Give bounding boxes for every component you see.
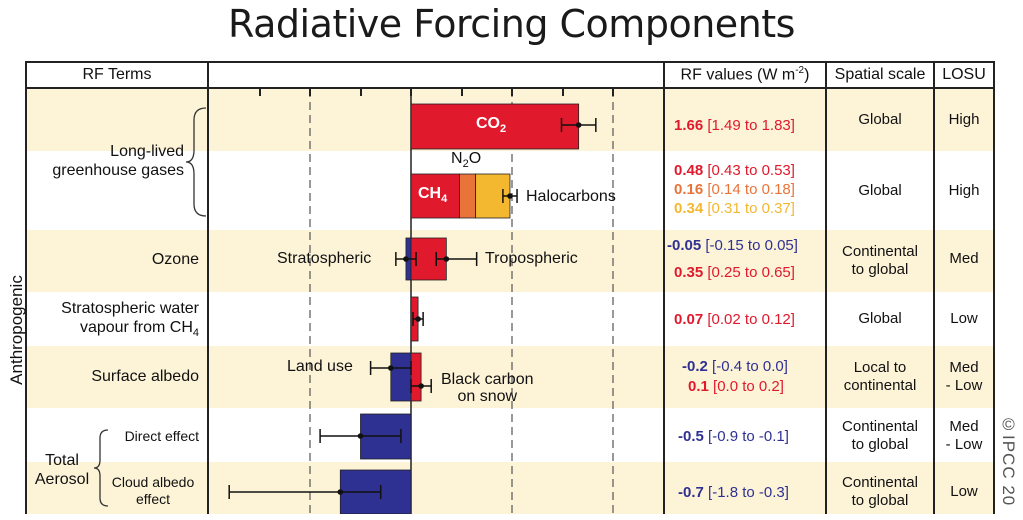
term-strat-water-line2: vapour from CH4 xyxy=(79,319,199,340)
losu-albedo: Med - Low xyxy=(945,359,983,394)
top-ticks xyxy=(259,89,614,96)
losu-direct: Med - Low xyxy=(945,418,983,453)
header-spatial-scale-text: Spatial scale xyxy=(834,66,926,83)
value-cloud: -0.7 [-1.8 to -0.3] xyxy=(678,484,789,501)
header-rf-values-text: RF values (W m-2) xyxy=(680,65,810,84)
aerosol-brace xyxy=(93,429,109,507)
term-ozone: Ozone xyxy=(151,251,199,268)
black-carbon-line1: Black carbon xyxy=(441,371,534,388)
bar-ch4 xyxy=(410,173,460,219)
chart-title: Radiative Forcing Components xyxy=(228,2,795,46)
errorbar-stratospheric-water-vapour-from-ch4-point xyxy=(415,316,421,322)
ghg-brace xyxy=(185,107,207,217)
header-losu-text: LOSU xyxy=(942,66,986,83)
header-spatial-scale: Spatial scale xyxy=(825,61,935,89)
divider-losu xyxy=(933,61,935,514)
value-ch4: 0.48 [0.43 to 0.53] xyxy=(674,162,795,179)
errorbar-halocarbons-point xyxy=(507,193,513,199)
divider-scale xyxy=(825,61,827,514)
scale-albedo: Local to continental xyxy=(843,359,917,394)
header-losu: LOSU xyxy=(933,61,995,89)
value-trop-o3: 0.35 [0.25 to 0.65] xyxy=(674,264,795,281)
divider-left xyxy=(25,61,27,514)
black-carbon-label: Black carbon on snow xyxy=(441,371,534,405)
co2-bar-label: CO2 xyxy=(476,115,507,136)
band-ozone xyxy=(25,230,993,292)
term-aerosol-line1: Total xyxy=(45,452,79,469)
divider-right xyxy=(993,61,995,514)
errorbar-direct-effect-point xyxy=(357,433,364,439)
errorbar-stratospheric-point xyxy=(403,256,409,262)
errorbar-tropospheric-point xyxy=(443,256,450,262)
bar-co2 xyxy=(410,103,580,150)
header-rf-terms-text: RF Terms xyxy=(82,66,152,83)
value-bc: 0.1 [0.0 to 0.2] xyxy=(688,378,784,395)
halocarbons-label: Halocarbons xyxy=(526,188,616,205)
term-strat-water: Stratospheric water vapour from CH4 xyxy=(30,299,199,343)
scale-h2o: Global xyxy=(858,310,902,327)
header-rf-terms: RF Terms xyxy=(25,61,209,89)
term-aerosol-total: Total Aerosol xyxy=(30,451,94,489)
term-albedo: Surface albedo xyxy=(91,368,199,385)
value-direct: -0.5 [-0.9 to -0.1] xyxy=(678,428,789,445)
term-strat-water-line1: Stratospheric water xyxy=(61,300,199,317)
losu-h2o: Low xyxy=(950,310,978,327)
bar-n2o xyxy=(459,173,477,219)
term-ghg-line2: greenhouse gases xyxy=(52,162,184,179)
scale-cloud: Continental to global xyxy=(842,474,918,509)
ipcc-watermark: ©IPCC 20 xyxy=(999,415,1018,507)
losu-ghg2: High xyxy=(948,181,980,199)
errorbar-co2-point xyxy=(575,122,582,128)
band-cloud xyxy=(25,462,993,514)
errorbar-cloud-albedo-effect-point xyxy=(337,489,344,495)
term-cloud-line1: Cloud albedo xyxy=(111,474,195,490)
errorbar-land-use-point xyxy=(388,365,394,371)
term-aerosol-line2: Aerosol xyxy=(34,471,90,488)
gridlines xyxy=(309,89,614,514)
value-halo: 0.34 [0.31 to 0.37] xyxy=(674,200,795,217)
value-co2: 1.66 [1.49 to 1.83] xyxy=(674,117,795,134)
scale-ghg2: Global xyxy=(858,181,902,199)
errorbar-black-carbon-on-snow-point xyxy=(418,383,424,389)
term-ghg-line1: Long-lived xyxy=(110,143,184,160)
value-h2o: 0.07 [0.02 to 0.12] xyxy=(674,311,795,328)
term-cloud: Cloud albedo effect xyxy=(100,474,206,508)
tropospheric-label: Tropospheric xyxy=(485,250,578,267)
bar-land-use xyxy=(390,352,412,402)
black-carbon-line2: on snow xyxy=(457,388,518,405)
land-use-label: Land use xyxy=(287,358,353,375)
scale-direct: Continental to global xyxy=(842,418,918,453)
value-n2o: 0.16 [0.14 to 0.18] xyxy=(674,181,795,198)
divider-values xyxy=(663,61,665,514)
scale-ozone: Continental to global xyxy=(842,243,918,278)
ch4-bar-label: CH4 xyxy=(418,185,448,206)
value-strat-o3: -0.05 [-0.15 to 0.05] xyxy=(667,237,798,254)
scale-ghg1: Global xyxy=(858,111,902,128)
term-direct: Direct effect xyxy=(124,428,199,444)
stratospheric-label: Stratospheric xyxy=(277,250,372,267)
divider-terms xyxy=(207,61,209,514)
n2o-label: N2O xyxy=(451,150,482,171)
value-land: -0.2 [-0.4 to 0.0] xyxy=(682,358,788,375)
losu-cloud: Low xyxy=(950,483,978,500)
band-albedo xyxy=(25,346,993,408)
term-ghg: Long-lived greenhouse gases xyxy=(30,142,184,180)
losu-ozone: Med xyxy=(949,250,979,267)
losu-ghg1: High xyxy=(948,111,980,128)
bar-black-carbon-on-snow xyxy=(410,352,422,402)
bars-group xyxy=(228,103,597,514)
term-cloud-line2: effect xyxy=(136,491,170,507)
